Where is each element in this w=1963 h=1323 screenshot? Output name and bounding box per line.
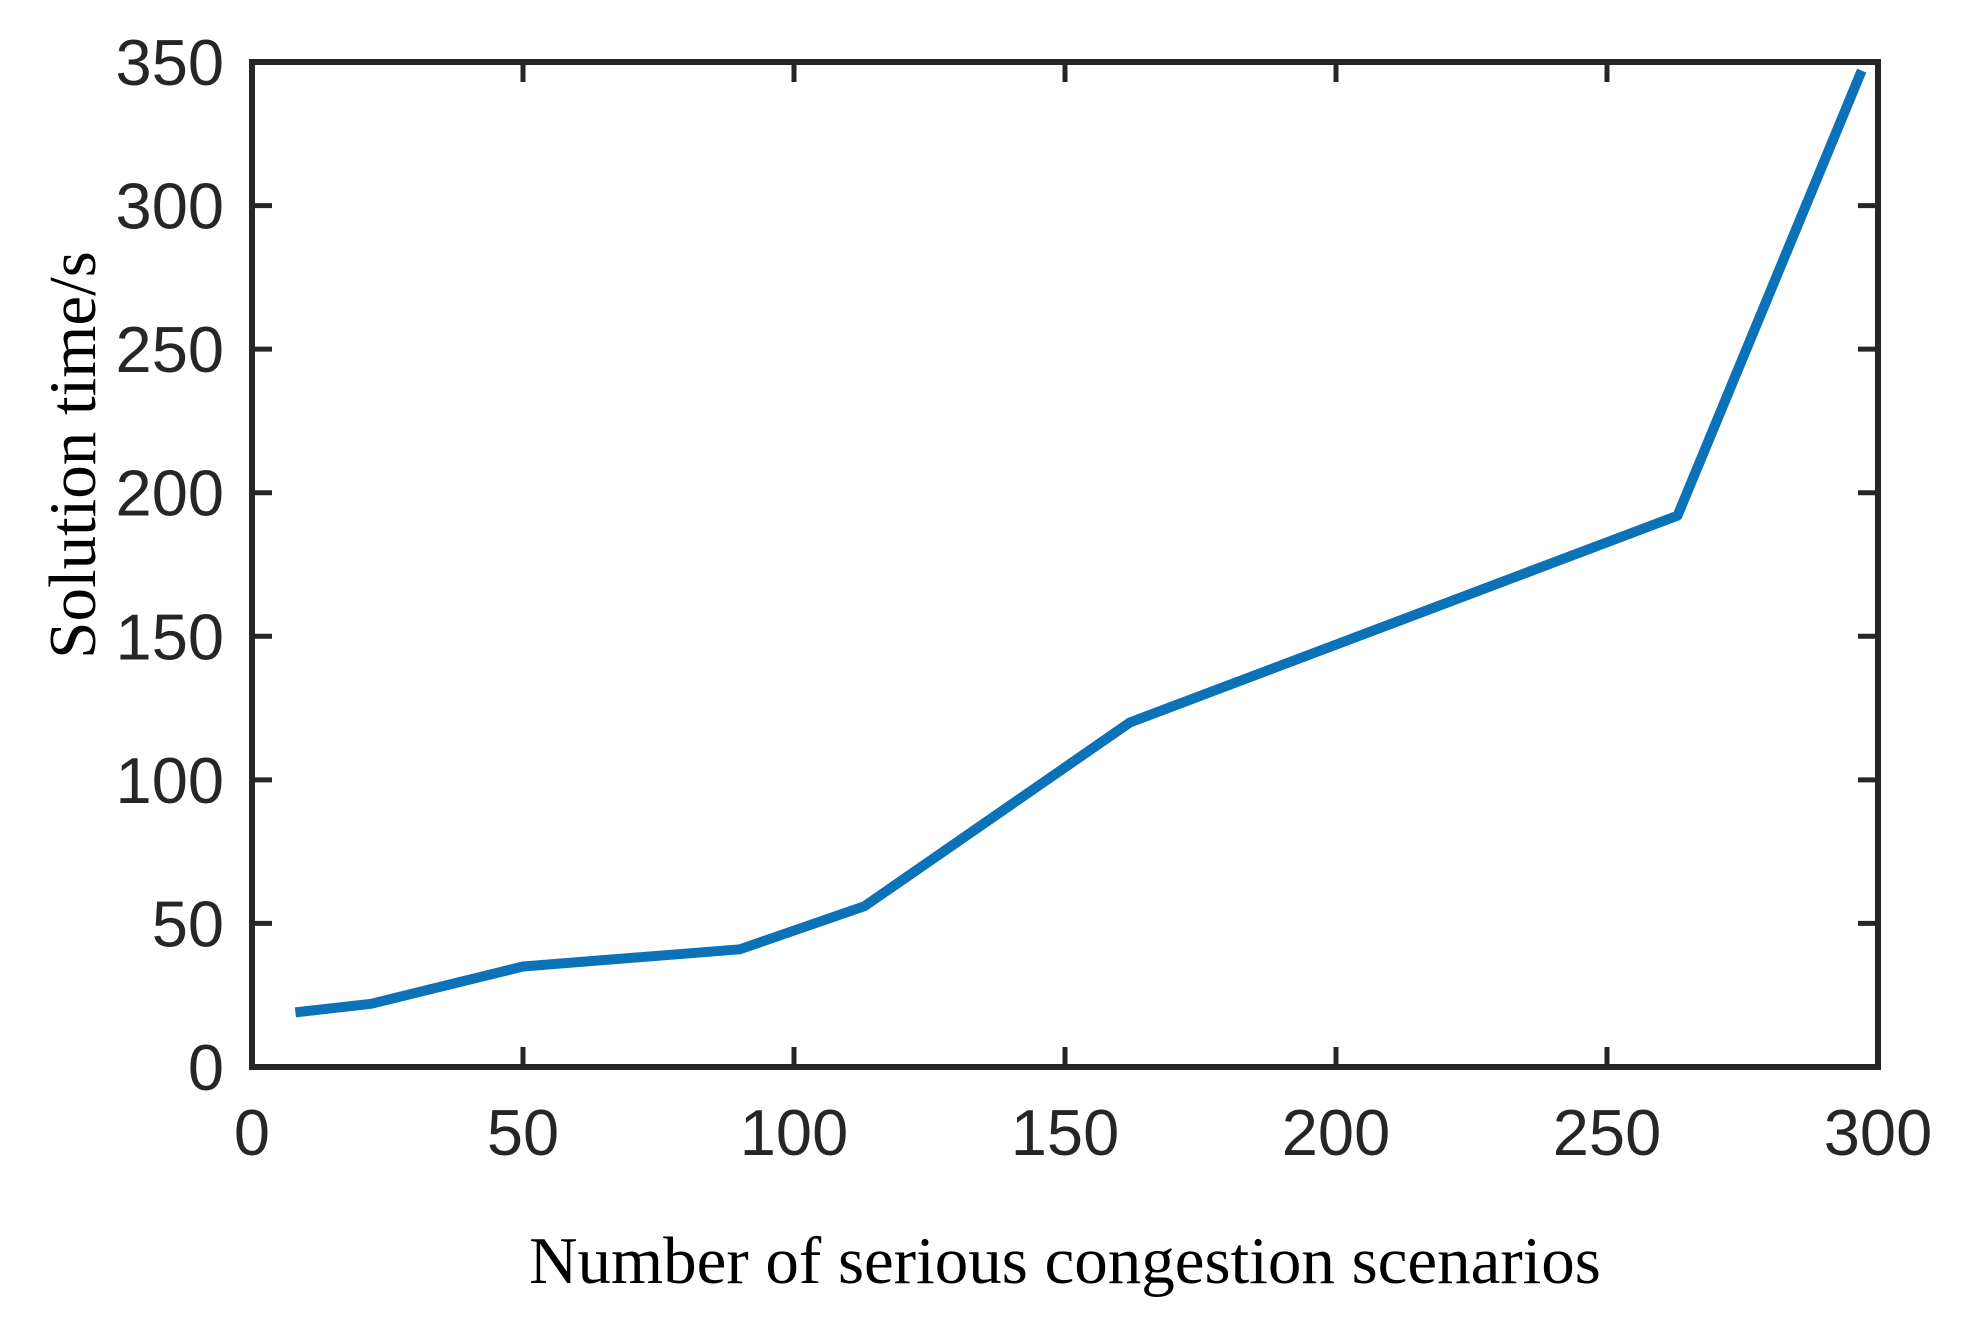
y-tick-label: 300 xyxy=(116,170,224,243)
y-tick-label: 250 xyxy=(116,313,224,386)
x-tick-label: 300 xyxy=(1824,1096,1932,1169)
x-tick-label: 100 xyxy=(740,1096,848,1169)
y-tick-label: 150 xyxy=(116,600,224,673)
x-tick-label: 250 xyxy=(1553,1096,1661,1169)
plot-box-border xyxy=(249,59,1881,1070)
x-tick-label: 200 xyxy=(1282,1096,1390,1169)
y-tick-label: 350 xyxy=(116,26,224,99)
series-line xyxy=(294,68,1867,1018)
axis-tick-labels: 0 50 100 150 200 250 300 0 50 100 150 200 250 300 350 xyxy=(116,26,1933,1169)
y-tick-label: 200 xyxy=(116,457,224,530)
y-tick-label: 100 xyxy=(116,744,224,817)
y-axis-label: Solution time/s xyxy=(36,251,110,659)
x-tick-label: 150 xyxy=(1011,1096,1119,1169)
y-tick-label: 0 xyxy=(188,1031,224,1104)
y-tick-label: 50 xyxy=(152,887,224,960)
x-tick-label: 50 xyxy=(487,1096,559,1169)
axis-ticks xyxy=(249,59,1881,1070)
x-tick-label: 0 xyxy=(234,1096,270,1169)
x-axis-label: Number of serious congestion scenarios xyxy=(529,1224,1601,1298)
